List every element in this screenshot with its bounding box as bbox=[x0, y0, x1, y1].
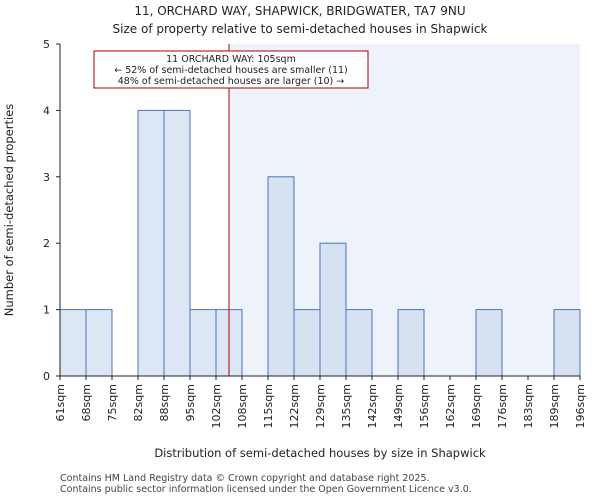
x-tick-label: 129sqm bbox=[314, 384, 327, 428]
bar-95sqm bbox=[189, 309, 217, 377]
bar-115sqm bbox=[267, 176, 295, 377]
x-tick-label: 75sqm bbox=[106, 384, 119, 421]
x-tick-label: 95sqm bbox=[184, 384, 197, 421]
bar-82sqm bbox=[137, 109, 165, 377]
x-tick-label: 196sqm bbox=[574, 384, 587, 428]
chart-subtitle: Size of property relative to semi-detach… bbox=[112, 22, 488, 36]
x-tick-label: 156sqm bbox=[418, 384, 431, 428]
bar-149sqm bbox=[397, 309, 425, 377]
x-tick-label: 82sqm bbox=[132, 384, 145, 421]
x-axis-label: Distribution of semi-detached houses by … bbox=[154, 446, 486, 460]
bar-169sqm bbox=[475, 309, 503, 377]
x-tick-label: 135sqm bbox=[340, 384, 353, 428]
annotation-line-2: ← 52% of semi-detached houses are smalle… bbox=[114, 65, 348, 76]
x-tick-label: 149sqm bbox=[392, 384, 405, 428]
annotation-border bbox=[93, 50, 369, 89]
bar-68sqm bbox=[85, 309, 113, 377]
x-ticks-group: 61sqm 68sqm 75sqm 82sqm 88sqm 95sqm 102sqm 108s… bbox=[54, 376, 587, 428]
bar-61sqm bbox=[59, 309, 87, 377]
x-tick-label: 162sqm bbox=[444, 384, 457, 428]
bar-135sqm bbox=[345, 309, 373, 377]
x-tick-label: 88sqm bbox=[158, 384, 171, 421]
y-tick-label: 0 bbox=[43, 370, 50, 383]
x-tick-label: 176sqm bbox=[496, 384, 509, 428]
bar-122sqm bbox=[293, 309, 321, 377]
chart-title: 11, ORCHARD WAY, SHAPWICK, BRIDGWATER, T… bbox=[134, 4, 466, 18]
x-tick-label: 102sqm bbox=[210, 384, 223, 428]
annotation-box: 11 ORCHARD WAY: 105sqm ← 52% of semi-det… bbox=[93, 50, 369, 89]
x-tick-label: 122sqm bbox=[288, 384, 301, 428]
y-tick-label: 5 bbox=[43, 38, 50, 51]
footer-copyright: Contains HM Land Registry data © Crown c… bbox=[60, 473, 430, 484]
annotation-line-3: 48% of semi-detached houses are larger (… bbox=[118, 76, 345, 87]
bars-group bbox=[59, 109, 581, 377]
x-tick-label: 61sqm bbox=[54, 384, 67, 421]
y-tick-label: 4 bbox=[43, 104, 50, 117]
y-axis-label: Number of semi-detached properties bbox=[2, 104, 16, 316]
x-tick-label: 189sqm bbox=[548, 384, 561, 428]
annotation-line-1: 11 ORCHARD WAY: 105sqm bbox=[166, 54, 296, 65]
x-tick-label: 169sqm bbox=[470, 384, 483, 428]
y-ticks-group: 0 1 2 3 4 5 bbox=[43, 38, 60, 383]
bar-88sqm bbox=[163, 109, 191, 377]
footer-licence: Contains public sector information licen… bbox=[60, 484, 472, 495]
y-tick-label: 3 bbox=[43, 171, 50, 184]
bar-129sqm bbox=[319, 242, 347, 377]
x-tick-label: 68sqm bbox=[80, 384, 93, 421]
x-tick-label: 183sqm bbox=[522, 384, 535, 428]
x-tick-label: 115sqm bbox=[262, 384, 275, 428]
y-tick-label: 2 bbox=[43, 237, 50, 250]
x-tick-label: 108sqm bbox=[236, 384, 249, 428]
x-tick-label: 142sqm bbox=[366, 384, 379, 428]
y-tick-label: 1 bbox=[43, 304, 50, 317]
bar-189sqm bbox=[553, 309, 581, 377]
